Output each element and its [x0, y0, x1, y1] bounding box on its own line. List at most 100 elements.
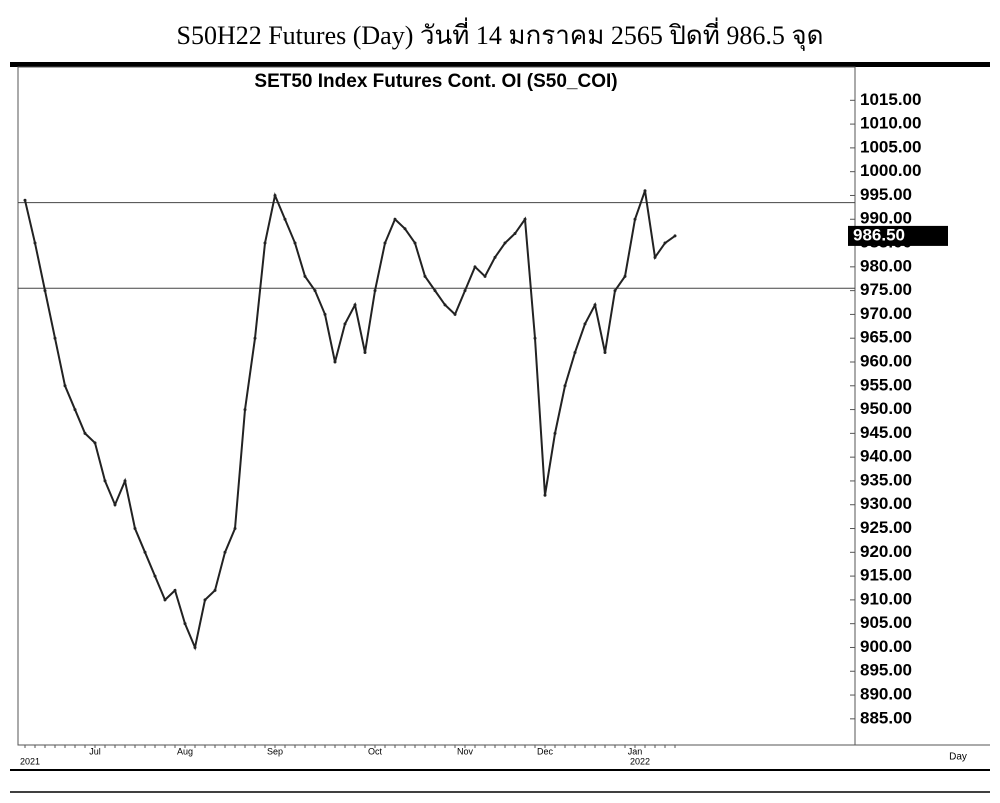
y-tick-label: 990.00 [860, 209, 912, 228]
price-point [573, 350, 577, 354]
y-tick-label: 930.00 [860, 494, 912, 513]
price-point [653, 255, 657, 259]
x-tick-label: Sep [267, 746, 283, 756]
price-point [373, 289, 377, 293]
price-point [413, 241, 417, 245]
y-tick-label: 895.00 [860, 661, 912, 680]
price-point [103, 479, 107, 483]
y-tick-label: 1005.00 [860, 137, 921, 156]
price-point [613, 289, 617, 293]
price-point [233, 527, 237, 531]
price-point [453, 312, 457, 316]
y-tick-label: 905.00 [860, 613, 912, 632]
y-tick-label: 945.00 [860, 423, 912, 442]
x-tick-label: Aug [177, 746, 193, 756]
price-point [423, 274, 427, 278]
price-point [333, 360, 337, 364]
price-point [303, 274, 307, 278]
y-tick-label: 1015.00 [860, 90, 921, 109]
price-point [393, 217, 397, 221]
x-tick-label: Oct [368, 746, 383, 756]
y-tick-label: 900.00 [860, 637, 912, 656]
price-point [403, 227, 407, 231]
price-point [43, 289, 47, 293]
price-line [24, 190, 676, 651]
price-point [23, 198, 27, 202]
price-point [203, 598, 207, 602]
y-tick-label: 920.00 [860, 542, 912, 561]
price-point [293, 241, 297, 245]
price-point [153, 574, 157, 578]
page-title: S50H22 Futures (Day) วันที่ 14 มกราคม 25… [176, 17, 823, 51]
price-point [433, 289, 437, 293]
price-point [73, 408, 77, 412]
x-tick-label: Jul [89, 746, 101, 756]
price-point [643, 189, 647, 193]
price-point [63, 384, 67, 388]
y-tick-label: 970.00 [860, 304, 912, 323]
plot-frame [17, 66, 856, 746]
price-point [83, 431, 87, 435]
price-point [93, 441, 97, 445]
price-point [383, 241, 387, 245]
price-point [343, 322, 347, 326]
price-point [663, 241, 667, 245]
price-point [173, 588, 177, 592]
price-point [273, 193, 277, 197]
y-tick-label: 910.00 [860, 589, 912, 608]
price-point [133, 527, 137, 531]
price-point [53, 336, 57, 340]
price-point [563, 384, 567, 388]
price-point [323, 312, 327, 316]
x-tick-label: Jan [628, 746, 643, 756]
price-point [583, 322, 587, 326]
price-point [603, 350, 607, 354]
y-tick-label: 950.00 [860, 399, 912, 418]
price-point [113, 503, 117, 507]
price-point [223, 550, 227, 554]
price-point [163, 598, 167, 602]
y-tick-label: 1000.00 [860, 161, 921, 180]
y-tick-label: 965.00 [860, 328, 912, 347]
price-point [213, 588, 217, 592]
price-point [533, 336, 537, 340]
y-tick-label: 890.00 [860, 685, 912, 704]
y-tick-label: 885.00 [860, 708, 912, 727]
price-point [143, 550, 147, 554]
top-rule [10, 62, 990, 67]
price-point [283, 217, 287, 221]
x-tick-label: Dec [537, 746, 554, 756]
chart-title: SET50 Index Futures Cont. OI (S50_COI) [254, 71, 617, 92]
price-point [473, 265, 477, 269]
x-tick-label: Nov [457, 746, 474, 756]
y-tick-label: 940.00 [860, 447, 912, 466]
price-point [363, 350, 367, 354]
price-point [483, 274, 487, 278]
price-point [353, 303, 357, 307]
price-point [123, 479, 127, 483]
y-tick-label: 975.00 [860, 280, 912, 299]
price-point [543, 493, 547, 497]
price-point [593, 303, 597, 307]
x-axis-label: Day [949, 752, 967, 763]
y-tick-label: 980.00 [860, 256, 912, 275]
y-tick-label: 915.00 [860, 566, 912, 585]
price-point [503, 241, 507, 245]
last-value-box [848, 225, 948, 246]
price-point [183, 622, 187, 626]
price-point [493, 255, 497, 259]
price-point [513, 232, 517, 236]
y-tick-label: 995.00 [860, 185, 912, 204]
y-tick-label: 925.00 [860, 518, 912, 537]
price-point [193, 645, 197, 649]
price-point [263, 241, 267, 245]
price-point [623, 274, 627, 278]
y-tick-label: 960.00 [860, 351, 912, 370]
x-year-label: 2022 [630, 756, 650, 766]
price-point [253, 336, 257, 340]
price-point [33, 241, 37, 245]
last-value-label: 986.50 [853, 225, 905, 244]
price-point [673, 234, 677, 238]
x-year-label: 2021 [20, 756, 40, 766]
